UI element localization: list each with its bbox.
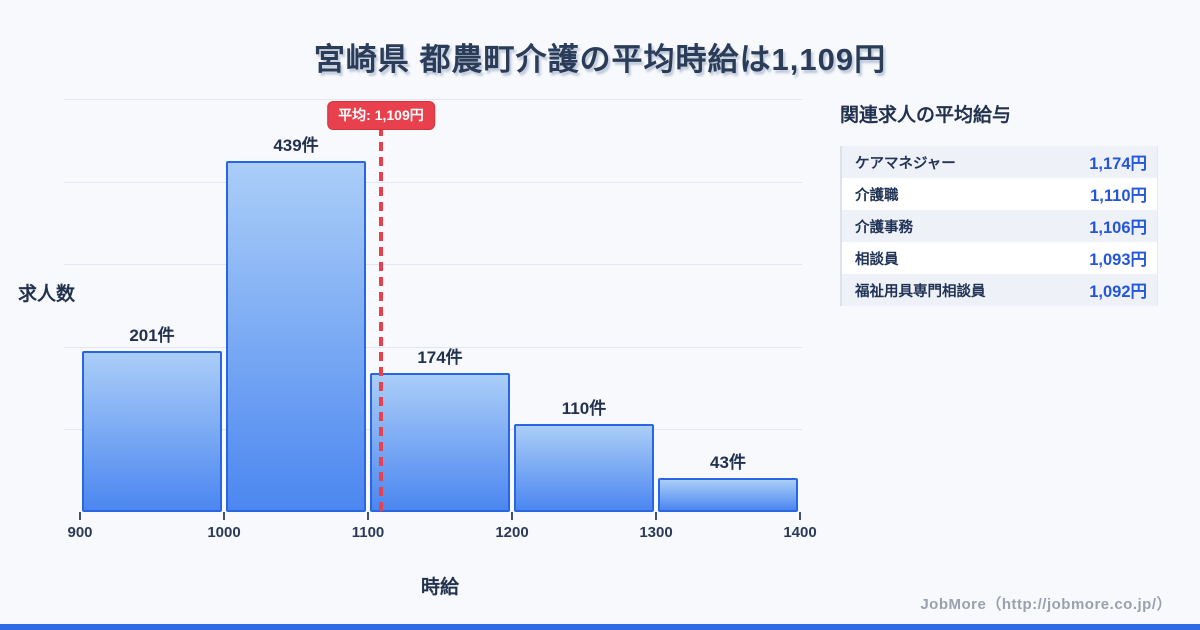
- salary-row-value: 1,174円: [1089, 155, 1147, 173]
- x-axis-label: 時給: [420, 577, 460, 598]
- salary-row: ケアマネジャー 1,174円: [842, 146, 1157, 178]
- footer-credit: JobMore（http://jobmore.co.jp/）: [920, 596, 1172, 613]
- x-tick-label: 1100: [351, 524, 385, 541]
- related-jobs-list: ケアマネジャー 1,174円介護職 1,110円介護事務 1,106円相談員 1,093…: [840, 146, 1158, 306]
- salary-row-label: 介護事務: [855, 219, 913, 236]
- related-jobs-heading: 関連求人の平均給与: [840, 105, 1012, 126]
- bar: [658, 477, 798, 512]
- salary-row: 相談員 1,093円: [842, 242, 1157, 274]
- x-tick-mark: [799, 512, 801, 520]
- bar-value-label: 174件: [417, 347, 463, 367]
- bar-value-label: 43件: [710, 452, 746, 472]
- grid-line: [64, 346, 802, 348]
- bar: [370, 372, 510, 512]
- salary-row: 介護事務 1,106円: [842, 210, 1157, 242]
- bar-value-label: 201件: [129, 326, 175, 346]
- x-tick-label: 1300: [639, 524, 673, 541]
- y-axis-label: 求人数: [18, 284, 76, 305]
- average-line: [378, 127, 383, 512]
- salary-row-label: 相談員: [855, 251, 899, 268]
- salary-row-label: 介護職: [855, 187, 899, 204]
- salary-row: 介護職 1,110円: [842, 178, 1157, 210]
- bar: [226, 160, 366, 512]
- salary-row-label: ケアマネジャー: [855, 155, 956, 172]
- x-tick-mark: [367, 512, 369, 520]
- salary-row-value: 1,092円: [1089, 283, 1147, 301]
- grid-line: [64, 264, 802, 266]
- bar: [514, 424, 654, 512]
- x-tick-label: 1200: [495, 524, 529, 541]
- x-tick-mark: [223, 512, 225, 520]
- grid-line: [64, 181, 802, 183]
- bar-value-label: 439件: [273, 135, 319, 155]
- page-title: 宮崎県 都農町介護の平均時給は1,109円: [313, 42, 887, 77]
- salary-row-value: 1,093円: [1089, 251, 1147, 269]
- bar-value-label: 110件: [561, 399, 607, 418]
- x-tick-label: 1000: [207, 524, 241, 541]
- salary-row-label: 福祉用具専門相談員: [855, 283, 986, 300]
- x-tick-mark: [655, 512, 657, 520]
- average-badge: 平均: 1,109円: [327, 101, 435, 130]
- salary-row-value: 1,110円: [1090, 187, 1147, 205]
- salary-row: 福祉用具専門相談員 1,092円: [842, 274, 1157, 306]
- x-tick-mark: [511, 512, 513, 520]
- x-tick-label: 900: [67, 524, 93, 541]
- grid-line: [64, 99, 802, 100]
- salary-row-value: 1,106円: [1089, 219, 1147, 237]
- bottom-accent-bar: [0, 624, 1200, 630]
- x-tick-label: 1400: [783, 524, 817, 541]
- bar: [82, 351, 222, 512]
- x-tick-mark: [79, 512, 81, 520]
